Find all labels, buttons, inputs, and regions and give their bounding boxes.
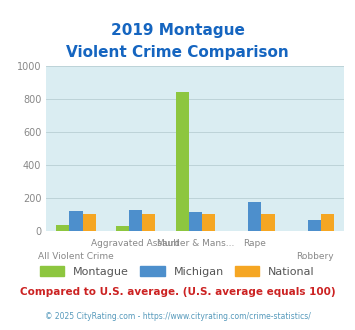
Text: Rape: Rape [244,239,266,248]
Bar [129,210,142,231]
Bar [308,220,321,231]
Text: 2019 Montague: 2019 Montague [110,23,245,38]
Bar [248,202,261,231]
Legend: Montague, Michigan, National: Montague, Michigan, National [36,261,320,281]
Bar [70,211,82,231]
Text: Compared to U.S. average. (U.S. average equals 100): Compared to U.S. average. (U.S. average … [20,287,335,297]
Bar [176,91,189,231]
Text: Aggravated Assault: Aggravated Assault [91,239,180,248]
Bar [82,214,95,231]
Bar [116,226,129,231]
Bar [142,214,155,231]
Bar [189,212,202,231]
Text: Violent Crime Comparison: Violent Crime Comparison [66,45,289,59]
Bar [261,214,274,231]
Text: © 2025 CityRating.com - https://www.cityrating.com/crime-statistics/: © 2025 CityRating.com - https://www.city… [45,312,310,321]
Text: Murder & Mans...: Murder & Mans... [157,239,234,248]
Text: Robbery: Robbery [296,252,333,261]
Bar [202,214,215,231]
Text: All Violent Crime: All Violent Crime [38,252,114,261]
Bar [56,225,70,231]
Bar [321,214,334,231]
